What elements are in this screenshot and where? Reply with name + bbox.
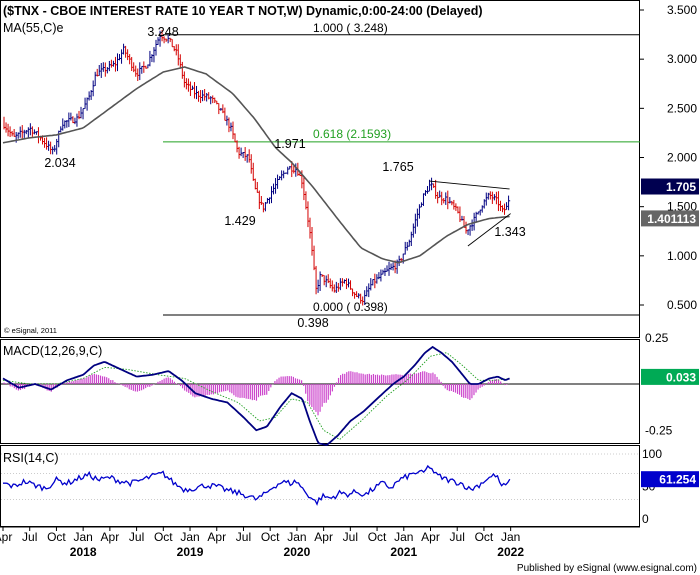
year-label: 2021 [390,545,417,559]
price-annotation: 0.398 [297,316,328,330]
chart-title: ($TNX - CBOE INTEREST RATE 10 YEAR T NOT… [3,4,483,18]
macd-y-tick-label: 0.25 [645,331,669,345]
rsi-value-badge-label: 61.254 [659,473,696,487]
fib-layer: 1.000 ( 3.248) 0.618 (2.1593) 0.000 ( 0.39… [163,21,640,316]
date-tick-label: Jul [450,530,465,544]
date-tick-label: Apr [207,530,226,544]
price-layer: 3.248 2.034 1.971 1.429 0.398 1.765 1.343 [2,25,526,330]
price-annotation: 1.971 [274,137,305,151]
year-label: 2019 [177,545,204,559]
date-tick-label: Jan [394,530,413,544]
macd-y-tick-label: -0.25 [645,423,673,437]
date-tick-label: Apr [314,530,333,544]
year-label: 2020 [284,545,311,559]
price-annotation: 2.034 [44,156,75,170]
axis-layer: 3.500 3.000 2.500 2.000 1.500 1.000 0.500 0.25 -… [0,3,697,559]
copyright-label: © eSignal, 2011 [4,326,57,335]
price-panel-frame [0,0,640,338]
price-y-tick-label: 2.000 [667,151,697,165]
macd-line [2,345,510,446]
date-tick-label: Jul [129,530,144,544]
ma-line [2,66,510,264]
last-price-badge-label: 1.705 [666,180,696,194]
rsi-title: RSI(14,C) [3,451,59,465]
fib-label: 0.618 (2.1593) [313,127,391,141]
triangle-lower-line [467,213,511,247]
rsi-layer [2,464,511,506]
rsi-value-badge [641,471,699,488]
triangle-upper-line [429,180,510,190]
date-tick-label: Apr [101,530,120,544]
year-label: 2022 [497,545,524,559]
price-y-tick-label: 1.000 [667,249,697,263]
date-tick-label: Jan [287,530,306,544]
date-tick-label: Jul [343,530,358,544]
price-y-tick-label: 3.500 [667,3,697,17]
last-price-badge [641,178,699,195]
price-y-tick-label: 1.500 [667,200,697,214]
price-y-tick-label: 2.500 [667,101,697,115]
price-annotation: 1.343 [494,225,525,239]
date-tick-label: Oct [154,530,173,544]
ma-label: MA(55,C)e [3,21,63,35]
rsi-y-tick-label: 100 [642,447,662,461]
rsi-line [2,464,511,506]
rsi-panel-frame [0,445,640,527]
date-tick-label: Jan [501,530,520,544]
date-tick-label: Oct [368,530,387,544]
price-y-tick-label: 0.500 [667,298,697,312]
fib-label: 1.000 ( 3.248) [313,21,388,35]
badge-layer: 1.705 1.401113 0.033 61.254 [641,178,699,488]
date-tick-label: Oct [475,530,494,544]
ma-value-badge-label: 1.401113 [647,212,696,226]
macd-value-badge [641,368,699,385]
price-annotation: 3.248 [147,25,178,39]
date-tick-label: Jan [73,530,92,544]
date-tick-label: Apr [0,530,12,544]
date-tick-label: Oct [261,530,280,544]
footer-label: Published by eSignal (www.esignal.com) [517,563,697,574]
date-tick-label: Apr [421,530,440,544]
price-y-tick-label: 3.000 [667,52,697,66]
fib-label: 0.000 ( 0.398) [313,300,388,314]
macd-layer [2,345,510,446]
price-annotation: 1.429 [224,214,255,228]
rsi-y-tick-label: 0 [642,512,649,526]
date-tick-label: Jan [180,530,199,544]
price-annotation: 1.765 [382,160,413,174]
date-tick-label: Jul [236,530,251,544]
macd-title: MACD(12,26,9,C) [3,344,102,358]
ma-value-badge [641,210,699,227]
date-tick-label: Oct [47,530,66,544]
year-label: 2018 [70,545,97,559]
date-tick-label: Jul [22,530,37,544]
macd-value-badge-label: 0.033 [666,370,696,384]
